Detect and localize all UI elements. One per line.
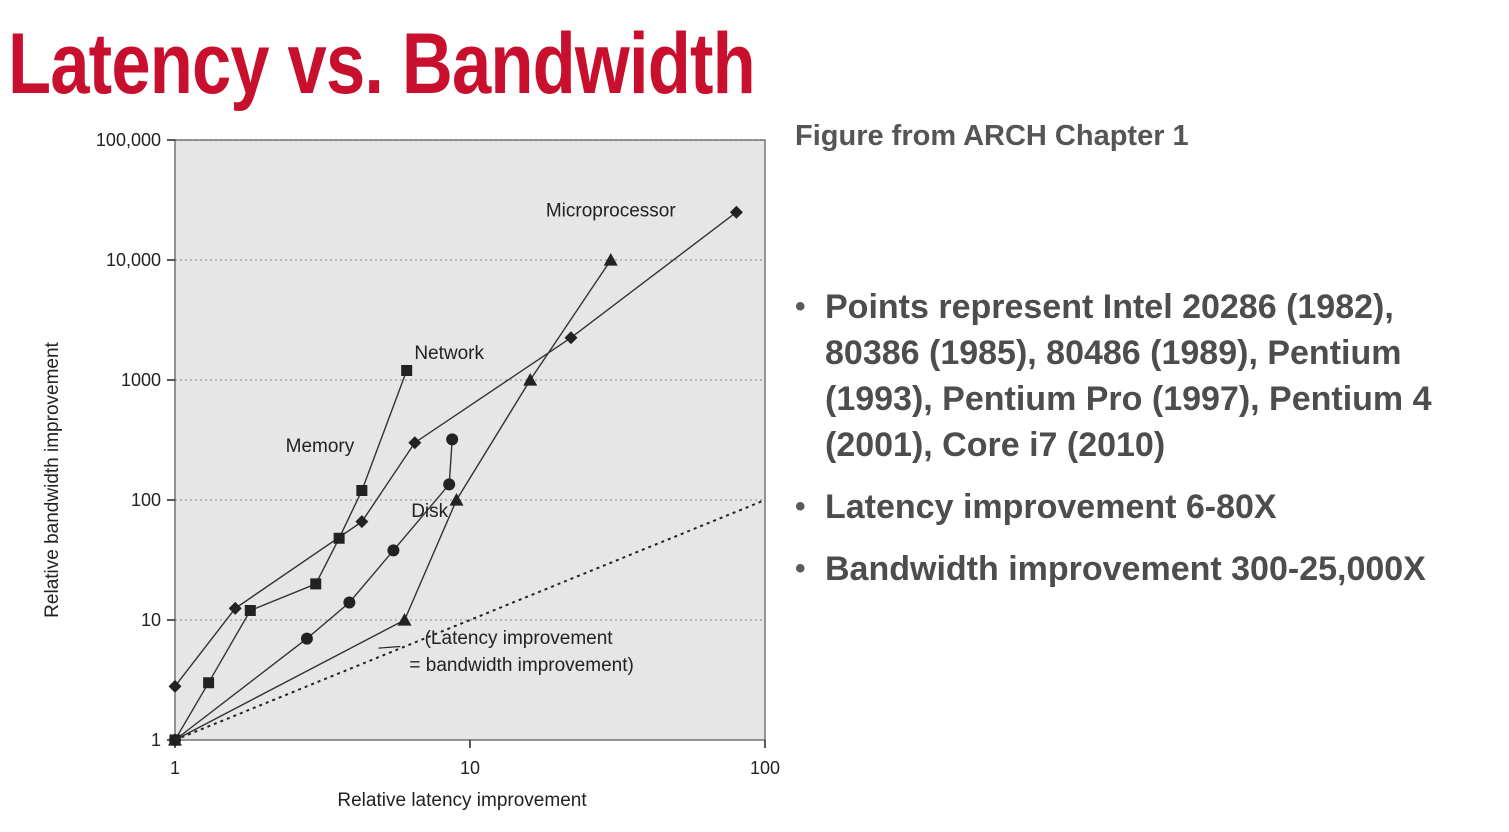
bullet-item: • Latency improvement 6-80X	[795, 484, 1495, 530]
reference-label: (Latency improvement	[425, 628, 614, 649]
plot-area	[175, 139, 765, 740]
reference-line	[174, 499, 766, 741]
data-point-circle	[169, 734, 181, 746]
data-point-triangle	[449, 493, 464, 506]
y-tick-label: 1000	[121, 370, 161, 390]
annotations: (Latency improvement = bandwidth improvem…	[286, 201, 677, 676]
latency-bandwidth-chart: 1 10 100 1000 10,000 100,000 1 10 100 Relative la…	[0, 110, 790, 825]
data-point-diamond	[355, 515, 369, 529]
x-tick-label: 100	[750, 758, 780, 778]
data-point-square	[356, 484, 368, 496]
bullet-text: Latency improvement 6-80X	[825, 488, 1277, 526]
series-label: Microprocessor	[546, 201, 677, 222]
bullet-icon: •	[795, 490, 806, 523]
bullet-item: • Bandwidth improvement 300-25,000X	[795, 546, 1495, 592]
data-point-diamond	[228, 601, 242, 615]
y-tick-label: 100	[131, 490, 161, 510]
data-point-square	[333, 532, 345, 544]
series-group	[168, 205, 766, 746]
data-point-triangle	[523, 373, 538, 386]
series-disk	[169, 433, 459, 746]
axes: 1 10 100 1000 10,000 100,000 1 10 100 Relative la…	[42, 130, 780, 811]
series-label: Disk	[411, 501, 448, 522]
series-line	[174, 439, 453, 741]
data-point-square	[310, 578, 322, 590]
data-point-diamond	[729, 205, 743, 219]
data-point-circle	[300, 632, 313, 645]
bullet-icon: •	[795, 290, 806, 323]
data-point-square	[244, 604, 256, 616]
y-tick-label: 1	[151, 730, 161, 750]
data-point-diamond	[408, 436, 422, 450]
data-point-square	[203, 677, 215, 689]
series-line	[174, 211, 737, 687]
bullet-list: • Points represent Intel 20286 (1982), 8…	[795, 284, 1495, 608]
series-label: Memory	[286, 436, 355, 457]
x-axis-label: Relative latency improvement	[337, 790, 587, 811]
bullet-item: • Points represent Intel 20286 (1982), 8…	[795, 284, 1495, 468]
data-point-circle	[443, 478, 456, 491]
data-point-triangle	[397, 613, 412, 626]
y-tick-label: 10	[141, 610, 161, 630]
reference-label: = bandwidth improvement)	[409, 655, 633, 676]
series-label: Network	[414, 343, 484, 364]
data-point-diamond	[168, 679, 182, 693]
series-microprocessor	[168, 205, 743, 693]
data-point-circle	[343, 596, 356, 609]
bullet-icon: •	[795, 552, 806, 585]
slide-title: Latency vs. Bandwidth	[8, 16, 756, 112]
data-point-circle	[387, 544, 400, 557]
chart-svg: 1 10 100 1000 10,000 100,000 1 10 100 Relative la…	[42, 130, 780, 811]
figure-caption: Figure from ARCH Chapter 1	[795, 120, 1189, 152]
bullet-text: Points represent Intel 20286 (1982), 803…	[825, 288, 1432, 464]
y-tick-label: 10,000	[106, 250, 161, 270]
plot-background	[175, 140, 765, 740]
data-point-circle	[446, 433, 459, 446]
y-tick-label: 100,000	[96, 130, 161, 150]
data-point-square	[401, 364, 413, 376]
x-tick-label: 10	[460, 758, 480, 778]
data-point-diamond	[564, 331, 578, 345]
x-tick-label: 1	[170, 758, 180, 778]
reference-leader	[378, 645, 401, 649]
data-point-triangle	[603, 253, 618, 266]
y-axis-label: Relative bandwidth improvement	[42, 341, 63, 617]
bullet-text: Bandwidth improvement 300-25,000X	[825, 550, 1426, 588]
